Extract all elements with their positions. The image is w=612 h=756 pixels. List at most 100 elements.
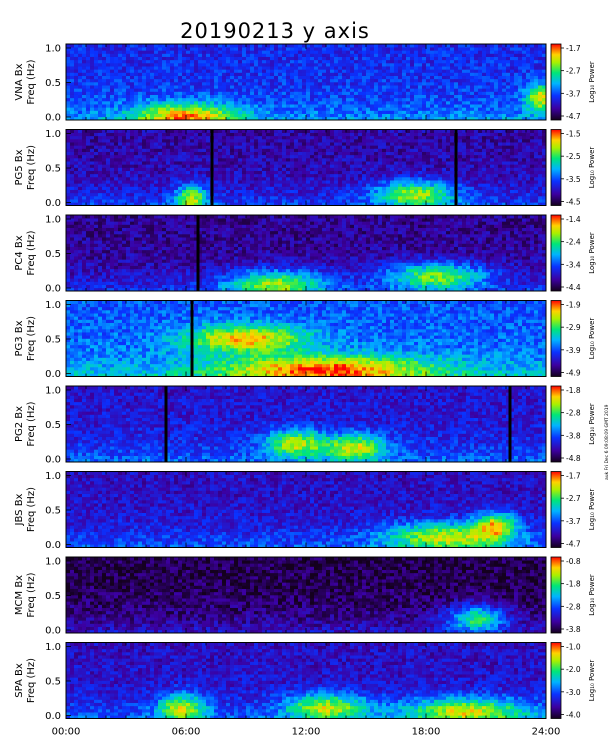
heatmap-cell xyxy=(230,180,234,183)
heatmap-cell xyxy=(282,66,286,69)
heatmap-cell xyxy=(506,85,510,88)
heatmap-cell xyxy=(202,104,206,107)
heatmap-cell xyxy=(486,82,490,85)
heatmap-cell xyxy=(294,130,298,133)
heatmap-cell xyxy=(486,85,490,88)
heatmap-cell xyxy=(466,101,470,104)
heatmap-cell xyxy=(490,111,494,114)
heatmap-cell xyxy=(310,199,314,202)
heatmap-cell xyxy=(182,161,186,164)
heatmap-cell xyxy=(214,79,218,82)
heatmap-cell xyxy=(446,85,450,88)
heatmap-cell xyxy=(202,199,206,202)
heatmap-cell xyxy=(326,60,330,63)
heatmap-cell xyxy=(322,47,326,50)
heatmap-cell xyxy=(138,190,142,193)
heatmap-cell xyxy=(318,183,322,186)
heatmap-cell xyxy=(362,92,366,95)
heatmap-cell xyxy=(178,168,182,171)
heatmap-cell xyxy=(158,107,162,110)
heatmap-cell xyxy=(378,152,382,155)
heatmap-cell xyxy=(90,155,94,158)
heatmap-cell xyxy=(110,104,114,107)
heatmap-cell xyxy=(382,152,386,155)
heatmap-cell xyxy=(366,142,370,145)
heatmap-cell xyxy=(394,152,398,155)
heatmap-cell xyxy=(146,79,150,82)
heatmap-cell xyxy=(378,44,382,47)
heatmap-cell xyxy=(94,168,98,171)
heatmap-cell xyxy=(462,57,466,60)
heatmap-cell xyxy=(130,76,134,79)
heatmap-cell xyxy=(350,196,354,199)
heatmap-cell xyxy=(490,107,494,110)
heatmap-cell xyxy=(278,161,282,164)
heatmap-cell xyxy=(442,92,446,95)
heatmap-cell xyxy=(250,47,254,50)
heatmap-cell xyxy=(322,142,326,145)
heatmap-cell xyxy=(186,152,190,155)
heatmap-cell xyxy=(442,111,446,114)
heatmap-cell xyxy=(70,95,74,98)
heatmap-cell xyxy=(90,95,94,98)
heatmap-cell xyxy=(250,82,254,85)
heatmap-cell xyxy=(354,79,358,82)
heatmap-cell xyxy=(130,196,134,199)
heatmap-cell xyxy=(454,107,458,110)
heatmap-cell xyxy=(262,69,266,72)
heatmap-cell xyxy=(182,136,186,139)
heatmap-cell xyxy=(358,190,362,193)
heatmap-cell xyxy=(114,63,118,66)
heatmap-cell xyxy=(458,44,462,47)
heatmap-cell xyxy=(194,66,198,69)
heatmap-cell xyxy=(294,142,298,145)
heatmap-cell xyxy=(282,79,286,82)
heatmap-cell xyxy=(446,60,450,63)
heatmap-cell xyxy=(390,158,394,161)
heatmap-cell xyxy=(234,171,238,174)
heatmap-cell xyxy=(450,98,454,101)
heatmap-cell xyxy=(478,85,482,88)
heatmap-cell xyxy=(194,187,198,190)
heatmap-cell xyxy=(118,164,122,167)
heatmap-cell xyxy=(422,57,426,60)
heatmap-cell xyxy=(70,98,74,101)
heatmap-cell xyxy=(346,190,350,193)
heatmap-cell xyxy=(486,104,490,107)
heatmap-cell xyxy=(254,79,258,82)
heatmap-cell xyxy=(250,44,254,47)
heatmap-cell xyxy=(98,66,102,69)
heatmap-cell xyxy=(90,190,94,193)
heatmap-cell xyxy=(258,183,262,186)
heatmap-cell xyxy=(202,98,206,101)
heatmap-cell xyxy=(338,98,342,101)
heatmap-cell xyxy=(146,85,150,88)
heatmap-cell xyxy=(138,104,142,107)
heatmap-cell xyxy=(122,142,126,145)
heatmap-cell xyxy=(318,130,322,133)
heatmap-cell xyxy=(174,44,178,47)
heatmap-cell xyxy=(174,76,178,79)
heatmap-cell xyxy=(186,177,190,180)
heatmap-cell xyxy=(490,88,494,91)
heatmap-cell xyxy=(442,95,446,98)
heatmap-cell xyxy=(358,183,362,186)
heatmap-cell xyxy=(434,47,438,50)
heatmap-cell xyxy=(254,114,258,117)
heatmap-cell xyxy=(98,76,102,79)
heatmap-cell xyxy=(238,66,242,69)
heatmap-cell xyxy=(486,69,490,72)
heatmap-cell xyxy=(138,44,142,47)
heatmap-cell xyxy=(122,107,126,110)
heatmap-cell xyxy=(234,98,238,101)
heatmap-cell xyxy=(406,85,410,88)
heatmap-cell xyxy=(78,174,82,177)
heatmap-cell xyxy=(486,50,490,53)
heatmap-cell xyxy=(134,174,138,177)
heatmap-cell xyxy=(98,171,102,174)
heatmap-cell xyxy=(74,104,78,107)
heatmap-cell xyxy=(82,107,86,110)
heatmap-cell xyxy=(126,177,130,180)
heatmap-cell xyxy=(442,73,446,76)
heatmap-cell xyxy=(382,92,386,95)
